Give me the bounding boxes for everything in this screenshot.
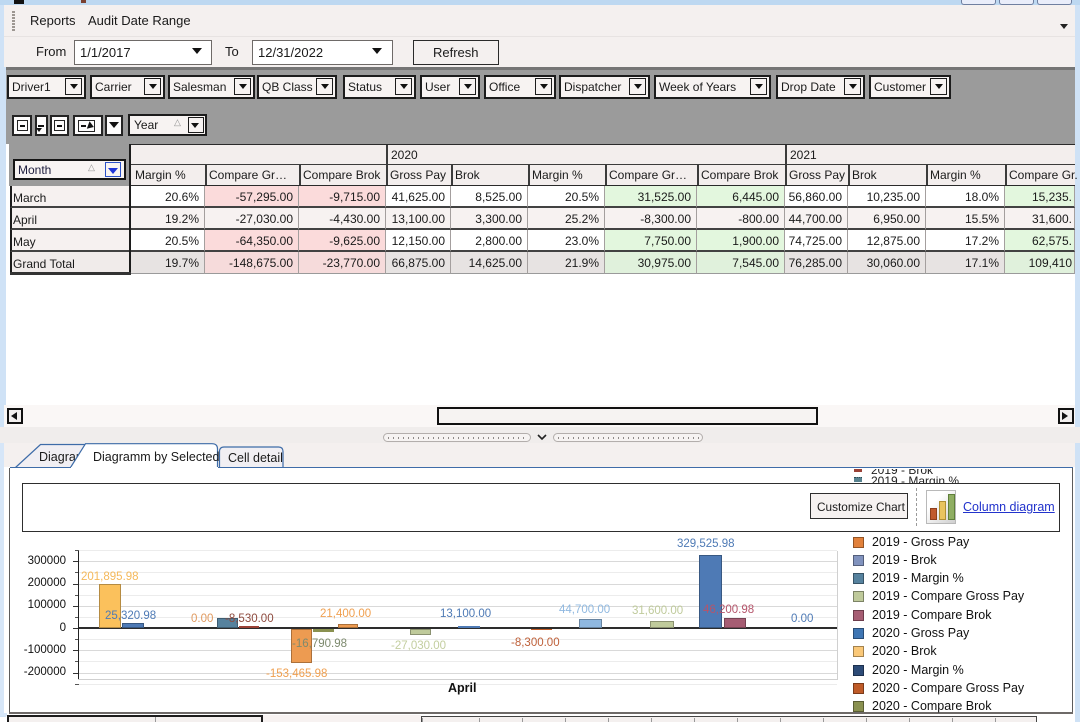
svg-text:Diagramm by Selected: Diagramm by Selected bbox=[93, 450, 219, 464]
svg-text:Cell detail: Cell detail bbox=[228, 451, 283, 465]
